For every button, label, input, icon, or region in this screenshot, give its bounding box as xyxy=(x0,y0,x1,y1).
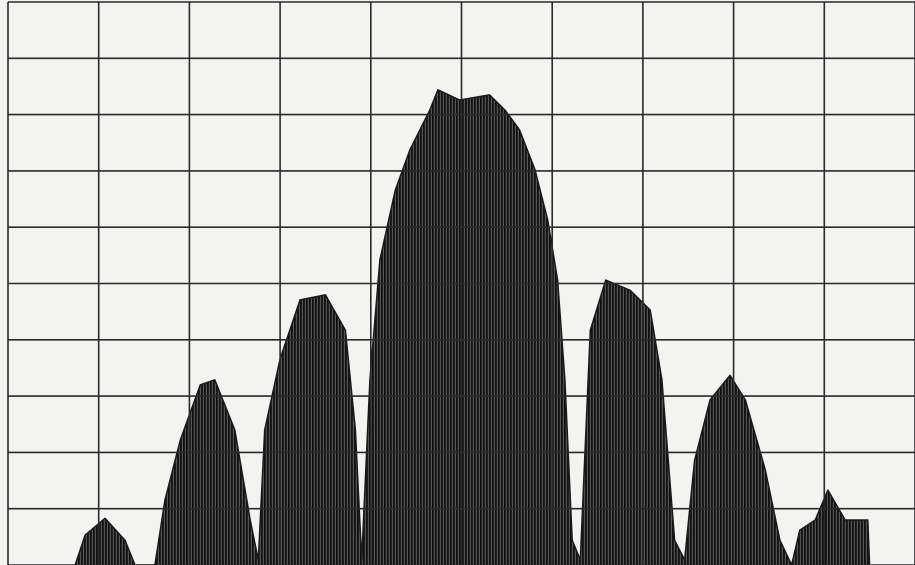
page: (() => { const data = JSON.parse(documen… xyxy=(7,1,915,565)
spectrum-display xyxy=(7,1,915,565)
